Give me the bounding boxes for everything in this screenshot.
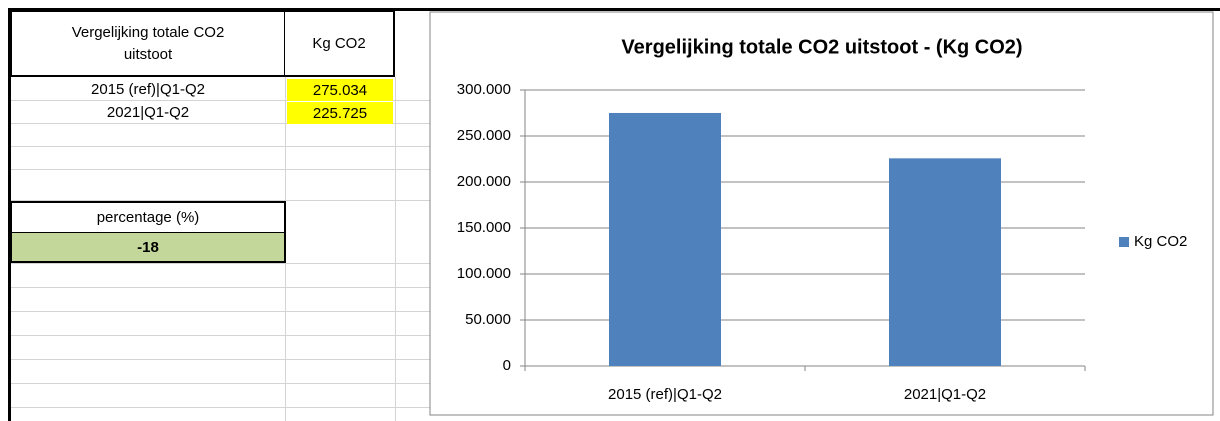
row-line <box>10 311 430 312</box>
y-tick-label: 300.000 <box>457 81 511 98</box>
row-label: 2021|Q1-Q2 <box>106 104 190 121</box>
y-tick-label: 50.000 <box>465 311 511 328</box>
x-tick-label: 2015 (ref)|Q1-Q2 <box>608 386 722 403</box>
value-cell: 225.725 <box>287 102 393 124</box>
percentage-value: -18 <box>10 232 286 263</box>
bar <box>609 112 721 366</box>
row-line <box>10 407 430 408</box>
chart-frame <box>429 11 1214 416</box>
column-line <box>395 77 396 421</box>
row-line <box>10 169 430 170</box>
legend-swatch <box>1119 237 1129 247</box>
header-cell: Kg CO2 <box>284 10 395 77</box>
bar <box>889 158 1001 366</box>
row-line <box>10 383 430 384</box>
row-line <box>10 146 430 147</box>
y-tick-label: 100.000 <box>457 265 511 282</box>
row-line <box>10 123 430 124</box>
legend-label: Kg CO2 <box>1134 233 1187 250</box>
row-line <box>10 359 430 360</box>
top-border <box>8 8 1220 11</box>
row-line <box>10 287 430 288</box>
row-line <box>10 335 430 336</box>
row-label: 2015 (ref)|Q1-Q2 <box>91 81 205 98</box>
chart-title: Vergelijking totale CO2 uitstoot - (Kg C… <box>621 36 1022 58</box>
row-line <box>10 100 430 101</box>
y-tick-label: 0 <box>503 357 511 374</box>
value-cell: 275.034 <box>287 79 393 101</box>
y-tick-label: 200.000 <box>457 173 511 190</box>
row-line <box>10 200 430 201</box>
y-tick-label: 250.000 <box>457 127 511 144</box>
x-tick-label: 2021|Q1-Q2 <box>904 386 986 403</box>
left-border <box>8 8 11 421</box>
y-tick-label: 150.000 <box>457 219 511 236</box>
row-line <box>10 263 430 264</box>
